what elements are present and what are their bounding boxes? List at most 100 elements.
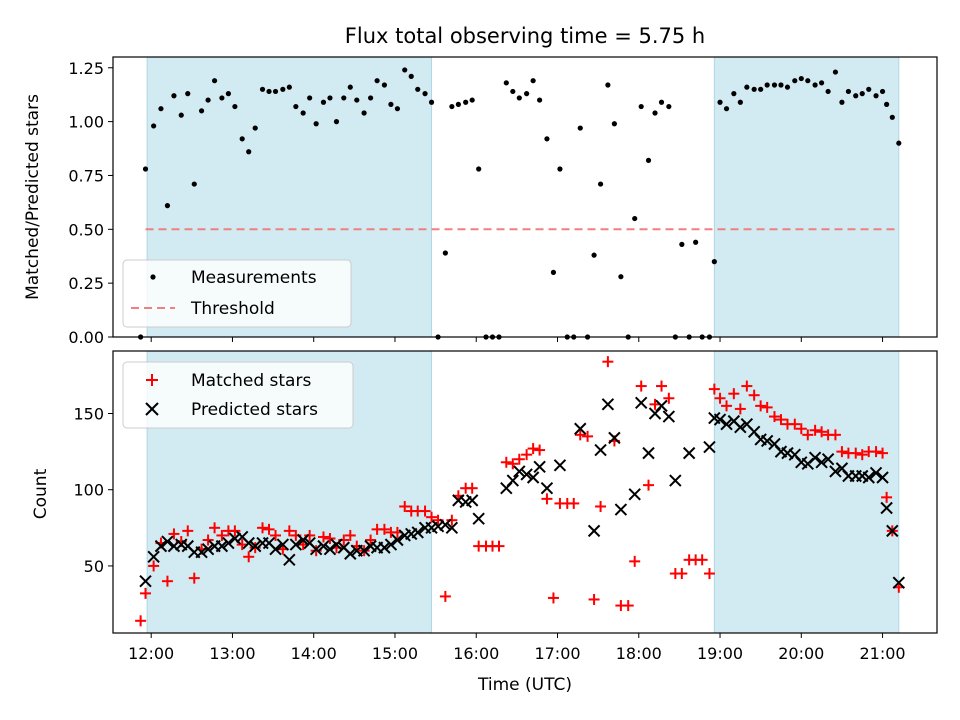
measurement-point <box>550 269 557 275</box>
measurement-point <box>751 86 757 92</box>
predicted-stars-point <box>876 471 889 484</box>
predicted-stars-point <box>431 520 445 533</box>
measurement-point <box>178 112 184 118</box>
matched-stars-point <box>663 392 675 404</box>
predicted-stars-point <box>445 521 459 535</box>
measurement-point <box>611 121 617 127</box>
predicted-stars-point <box>215 539 229 553</box>
measurement-point <box>805 78 811 84</box>
measurement-point <box>884 101 890 107</box>
measurement-point <box>185 91 191 97</box>
measurement-point <box>778 82 784 88</box>
measurement-point <box>232 103 238 110</box>
predicted-stars-point <box>821 453 835 466</box>
measurement-point <box>638 103 644 110</box>
matched-stars-point <box>216 529 228 541</box>
measurement-point <box>645 157 652 163</box>
matched-stars-point <box>836 446 848 458</box>
measurement-point <box>463 99 469 105</box>
matched-stars-point <box>541 493 553 505</box>
measurement-point <box>246 149 252 155</box>
measurement-point <box>158 106 164 112</box>
predicted-stars-point <box>276 538 290 551</box>
matched-stars-point <box>775 414 787 426</box>
predicted-stars-point <box>452 494 465 507</box>
measurement-point <box>853 93 859 99</box>
measurement-point <box>225 91 231 97</box>
measurement-point <box>537 97 543 103</box>
matched-stars-point <box>270 529 282 541</box>
measurement-point <box>510 88 516 95</box>
matched-stars-point <box>507 458 519 470</box>
measurement-point <box>879 88 886 95</box>
predicted-stars-point <box>296 533 310 547</box>
measurement-point <box>476 166 482 172</box>
predicted-stars-point <box>242 536 255 550</box>
measurement-point <box>839 99 845 105</box>
x-tick-label: 20:00 <box>778 644 824 663</box>
matched-stars-point <box>568 497 580 509</box>
measurement-point <box>618 274 624 280</box>
bottom-legend: Matched stars Predicted stars <box>122 361 354 429</box>
matched-stars-point <box>789 418 801 430</box>
measurement-point <box>744 84 750 90</box>
measurement-point <box>198 108 205 114</box>
legend-matched-label: Matched stars <box>191 371 311 391</box>
predicted-stars-point <box>222 536 235 550</box>
matched-stars-point <box>209 522 221 534</box>
predicted-stars-point <box>439 518 452 531</box>
matched-stars-point <box>243 551 255 563</box>
predicted-stars-point <box>634 396 648 410</box>
matched-stars-point <box>635 380 647 392</box>
matched-stars-point <box>324 532 336 544</box>
predicted-stars-point <box>760 434 774 448</box>
measurement-point <box>280 86 286 92</box>
measurement-point <box>845 88 852 95</box>
measurement-point <box>211 78 218 84</box>
measurement-point <box>164 203 171 209</box>
predicted-stars-point <box>411 526 424 539</box>
matched-stars-point <box>202 534 214 546</box>
matched-stars-point <box>622 600 634 612</box>
bottom-shaded-band <box>713 350 900 634</box>
matched-stars-point <box>728 388 740 400</box>
measurement-point <box>286 84 292 90</box>
measurement-point <box>632 215 638 222</box>
matched-stars-point <box>768 411 780 423</box>
matched-stars-point <box>426 511 438 523</box>
matched-stars-point <box>714 392 726 404</box>
x-tick-label: 13:00 <box>209 644 255 663</box>
predicted-stars-point <box>228 532 242 545</box>
top-y-tick-label: 0.00 <box>68 328 104 347</box>
measurement-point <box>266 88 272 95</box>
predicted-stars-point <box>357 544 371 557</box>
measurement-point <box>449 103 455 110</box>
matched-stars-point <box>870 446 882 458</box>
measurement-point <box>388 101 394 107</box>
predicted-stars-point <box>880 501 893 515</box>
measurement-point <box>442 250 448 256</box>
predicted-stars-point <box>147 550 160 563</box>
top-y-tick-label: 0.50 <box>68 220 104 239</box>
measurement-point <box>394 106 401 112</box>
predicted-stars-point <box>869 466 883 480</box>
predicted-stars-point <box>289 538 303 551</box>
measurement-point <box>428 99 435 105</box>
predicted-stars-point <box>682 446 696 460</box>
measurement-point <box>300 110 306 116</box>
matched-stars-point <box>676 568 688 580</box>
matched-stars-point <box>795 423 807 435</box>
matched-stars-point <box>283 525 295 537</box>
measurement-point <box>597 181 604 187</box>
top-legend: Measurements Threshold <box>122 259 352 328</box>
predicted-stars-point <box>384 538 398 551</box>
measurement-point <box>374 78 380 84</box>
predicted-stars-point <box>553 459 567 472</box>
matched-stars-point <box>229 525 241 537</box>
measurement-point <box>402 67 408 73</box>
predicted-stars-point <box>734 421 747 434</box>
predicted-stars-point <box>330 538 343 551</box>
top-shaded-band <box>713 56 900 338</box>
measurement-point <box>503 80 509 86</box>
matched-stars-point <box>534 444 546 456</box>
